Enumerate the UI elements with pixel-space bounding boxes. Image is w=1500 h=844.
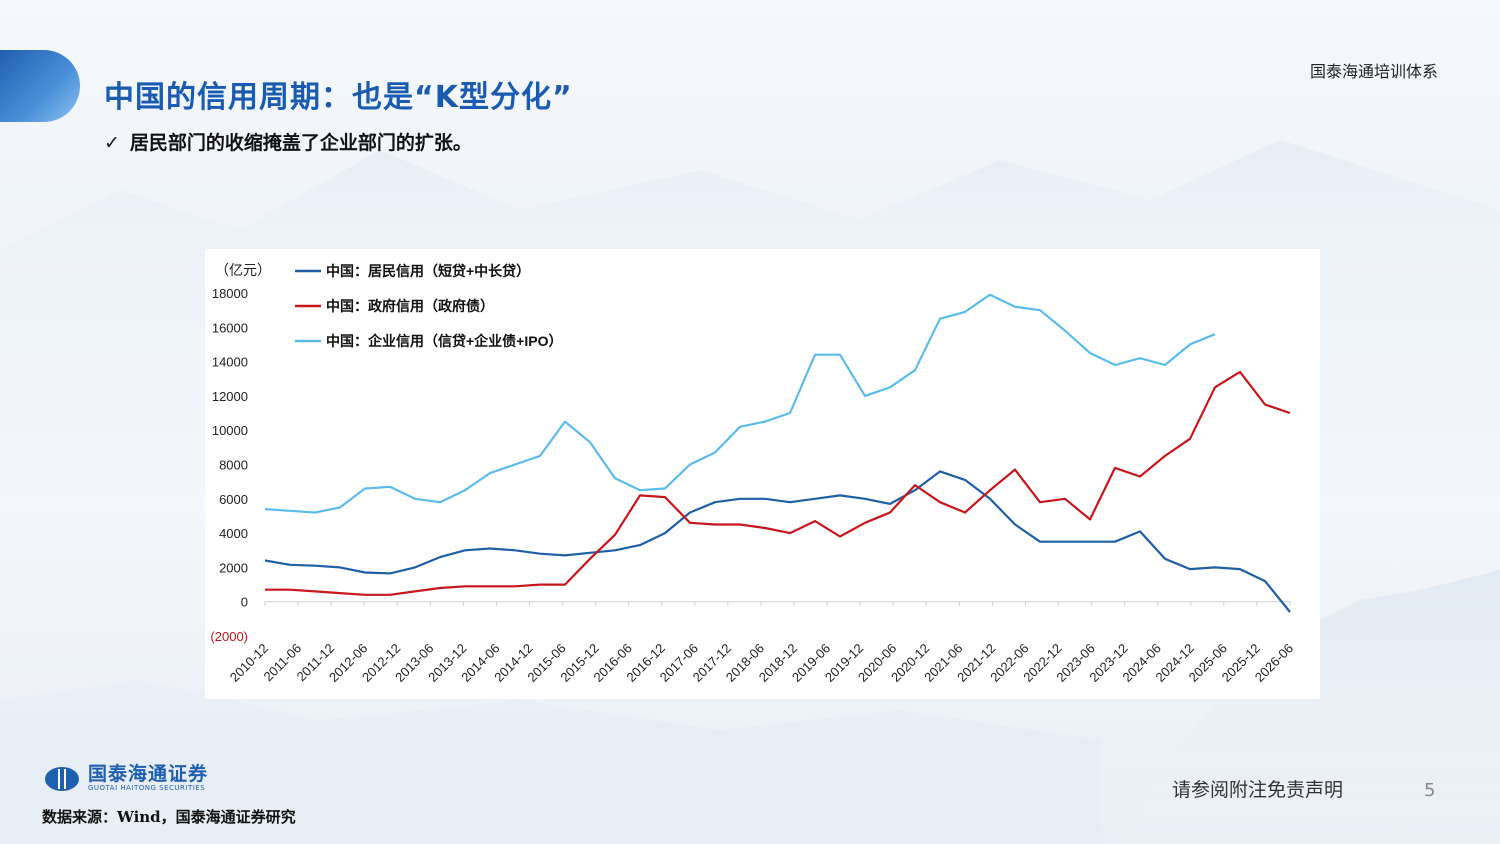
chart-container: （亿元） (2000) 0 2000 4000 6000 8000 10000 12000 14…	[205, 249, 1320, 699]
y-tick-label: 14000	[212, 355, 248, 370]
bullet-point: ✓ 居民部门的收缩掩盖了企业部门的扩张。	[104, 128, 472, 155]
legend-label: 中国：政府信用（政府债）	[326, 298, 494, 314]
y-tick-label: 18000	[212, 286, 248, 301]
y-tick-label: 0	[241, 595, 248, 610]
company-logo: 国泰海通证券 GUOTAI HAITONG SECURITIES	[44, 764, 208, 793]
y-tick-label: 4000	[219, 526, 248, 541]
logo-mark-icon	[45, 766, 79, 791]
y-tick-label: 12000	[212, 389, 248, 404]
series-line-1	[265, 370, 1291, 596]
y-axis-unit: （亿元）	[215, 262, 271, 278]
page-title: 中国的信用周期：也是“K型分化”	[104, 80, 573, 115]
y-tick-label: 6000	[219, 492, 248, 507]
legend-label: 中国：居民信用（短贷+中长贷）	[326, 263, 530, 279]
disclaimer-link[interactable]: 请参阅附注免责声明	[1172, 779, 1344, 801]
y-tick-label: (2000)	[210, 629, 248, 644]
corner-accent	[0, 50, 80, 122]
credit-cycle-chart: （亿元） (2000) 0 2000 4000 6000 8000 10000 12000 14…	[210, 262, 1296, 685]
y-tick-label: 10000	[212, 423, 248, 438]
data-source: 数据来源：Wind，国泰海通证券研究	[42, 808, 296, 826]
brand-caption: 国泰海通培训体系	[1309, 62, 1438, 81]
legend-label: 中国：企业信用（信贷+企业债+IPO）	[326, 333, 562, 349]
bullet-text: 居民部门的收缩掩盖了企业部门的扩张。	[129, 132, 472, 154]
series-line-0	[264, 470, 1291, 613]
page-number: 5	[1424, 780, 1436, 801]
checkmark-icon: ✓	[104, 132, 120, 154]
y-tick-label: 8000	[219, 458, 248, 473]
y-tick-label: 16000	[212, 320, 248, 335]
y-tick-label: 2000	[219, 560, 248, 575]
logo-name-en: GUOTAI HAITONG SECURITIES	[88, 784, 206, 792]
logo-name: 国泰海通证券	[88, 763, 209, 785]
series-line-2	[264, 293, 1216, 514]
